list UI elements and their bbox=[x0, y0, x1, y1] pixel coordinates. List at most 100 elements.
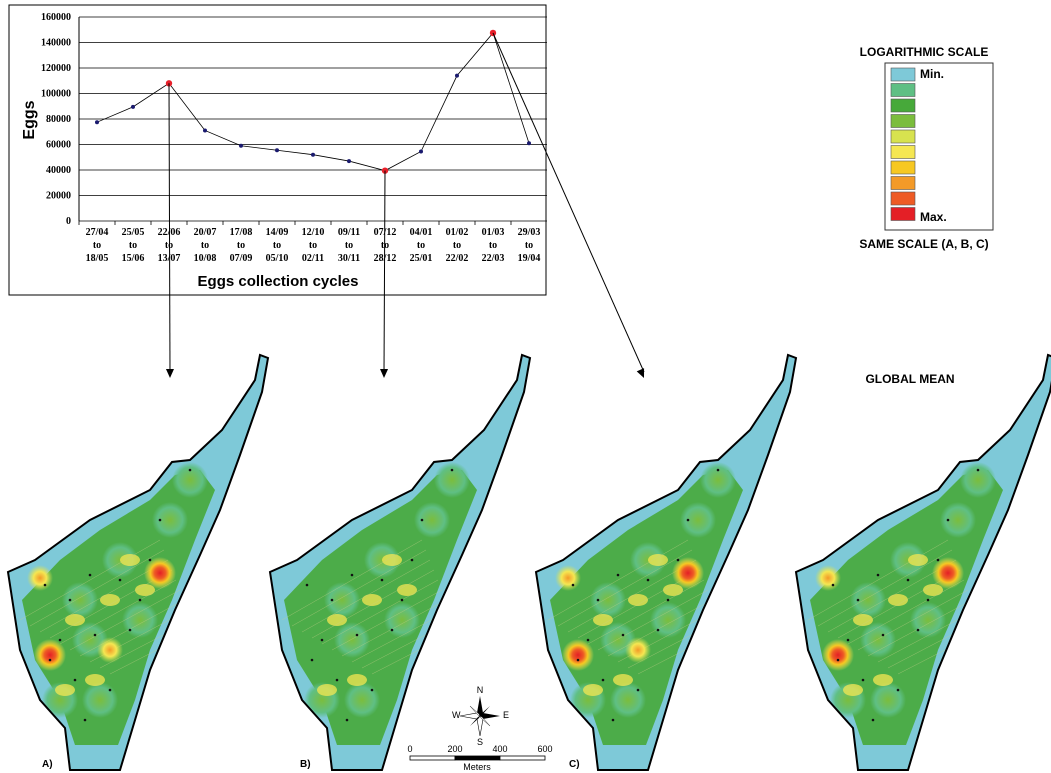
density-blob bbox=[870, 682, 906, 718]
trap-point bbox=[83, 718, 87, 722]
x-tick-label: 01/02 bbox=[446, 227, 469, 238]
trap-point bbox=[611, 718, 615, 722]
x-tick-label: to bbox=[489, 240, 497, 251]
density-patch bbox=[397, 584, 417, 596]
x-tick-label: 19/04 bbox=[518, 253, 541, 264]
x-tick-label: 20/07 bbox=[194, 227, 217, 238]
arrow-line bbox=[168, 83, 171, 373]
x-tick-label: to bbox=[417, 240, 425, 251]
arrow-head-icon bbox=[636, 368, 645, 378]
legend-swatch bbox=[890, 83, 916, 97]
x-tick-label: 30/11 bbox=[338, 253, 360, 264]
hotspot bbox=[822, 639, 854, 671]
density-patch bbox=[327, 614, 347, 626]
trap-point bbox=[576, 658, 580, 662]
density-patch bbox=[100, 594, 120, 606]
x-tick-label: 04/01 bbox=[410, 227, 433, 238]
x-tick-label: 13/07 bbox=[158, 253, 181, 264]
trap-point bbox=[43, 583, 47, 587]
trap-point bbox=[856, 598, 860, 602]
street-line bbox=[587, 579, 705, 645]
legend-subtitle: SAME SCALE (A, B, C) bbox=[859, 237, 988, 251]
density-patch bbox=[317, 684, 337, 696]
x-tick-label: to bbox=[309, 240, 317, 251]
x-tick-label: to bbox=[129, 240, 137, 251]
map-land bbox=[550, 470, 743, 745]
compass-n: N bbox=[477, 685, 484, 695]
trap-point bbox=[861, 678, 865, 682]
trap-point bbox=[355, 633, 359, 637]
map-outline bbox=[6, 353, 270, 771]
street-line bbox=[281, 539, 423, 621]
trap-point bbox=[128, 628, 132, 632]
y-tick-label: 120000 bbox=[41, 63, 71, 74]
density-patch bbox=[135, 584, 155, 596]
trap-point bbox=[138, 598, 142, 602]
compass-rose-icon: N S E W bbox=[452, 685, 509, 747]
street-line bbox=[69, 589, 181, 651]
map-outline bbox=[794, 353, 1051, 771]
data-point bbox=[527, 141, 531, 146]
density-blob bbox=[700, 462, 736, 498]
density-patch bbox=[908, 554, 928, 566]
y-tick-label: 100000 bbox=[41, 89, 71, 100]
trap-point bbox=[946, 518, 950, 522]
trap-point bbox=[716, 468, 720, 472]
density-patch bbox=[853, 614, 873, 626]
trap-point bbox=[916, 628, 920, 632]
trap-point bbox=[158, 518, 162, 522]
street-line bbox=[341, 599, 447, 657]
street-line bbox=[847, 579, 965, 645]
y-tick-label: 20000 bbox=[46, 191, 71, 202]
density-blob bbox=[414, 502, 450, 538]
trap-point bbox=[400, 598, 404, 602]
trap-point bbox=[410, 558, 414, 562]
trap-point bbox=[596, 598, 600, 602]
trap-point bbox=[380, 578, 384, 582]
legend-swatch bbox=[890, 67, 916, 82]
x-tick-label: to bbox=[165, 240, 173, 251]
trap-point bbox=[831, 583, 835, 587]
arrow-head-icon bbox=[380, 368, 389, 378]
density-blob bbox=[344, 682, 380, 718]
trap-point bbox=[601, 678, 605, 682]
trap-point bbox=[926, 598, 930, 602]
x-tick-label: 09/11 bbox=[338, 227, 360, 238]
trap-point bbox=[976, 468, 980, 472]
street-line bbox=[321, 579, 439, 645]
y-tick-label: 40000 bbox=[46, 165, 71, 176]
data-point bbox=[347, 159, 351, 164]
density-blob bbox=[650, 602, 686, 638]
density-blob bbox=[680, 502, 716, 538]
density-patch bbox=[888, 594, 908, 606]
density-blob bbox=[334, 622, 370, 658]
scale-tick-0: 0 bbox=[407, 744, 412, 754]
x-tick-label: 22/02 bbox=[446, 253, 469, 264]
x-tick-label: to bbox=[453, 240, 461, 251]
x-tick-label: 15/06 bbox=[122, 253, 145, 264]
density-patch bbox=[873, 674, 893, 686]
trap-point bbox=[676, 558, 680, 562]
hotspot bbox=[34, 639, 66, 671]
legend-max-label: Max. bbox=[920, 210, 947, 224]
street-line bbox=[29, 549, 165, 627]
trap-point bbox=[420, 518, 424, 522]
trap-point bbox=[310, 658, 314, 662]
hotspot bbox=[555, 565, 581, 591]
map-label-b: B) bbox=[300, 759, 311, 770]
hotspot bbox=[625, 637, 651, 663]
map-land bbox=[22, 470, 215, 745]
trap-point bbox=[586, 638, 590, 642]
trap-point bbox=[48, 658, 52, 662]
density-patch bbox=[663, 584, 683, 596]
density-blob bbox=[860, 622, 896, 658]
trap-point bbox=[73, 678, 77, 682]
map-label-a: A) bbox=[42, 759, 53, 770]
x-tick-label: 25/05 bbox=[122, 227, 145, 238]
legend-swatch bbox=[890, 129, 916, 144]
map-outline bbox=[268, 353, 532, 771]
map-land bbox=[284, 470, 477, 745]
trap-point bbox=[450, 468, 454, 472]
trap-point bbox=[571, 583, 575, 587]
hotspot bbox=[932, 557, 964, 589]
